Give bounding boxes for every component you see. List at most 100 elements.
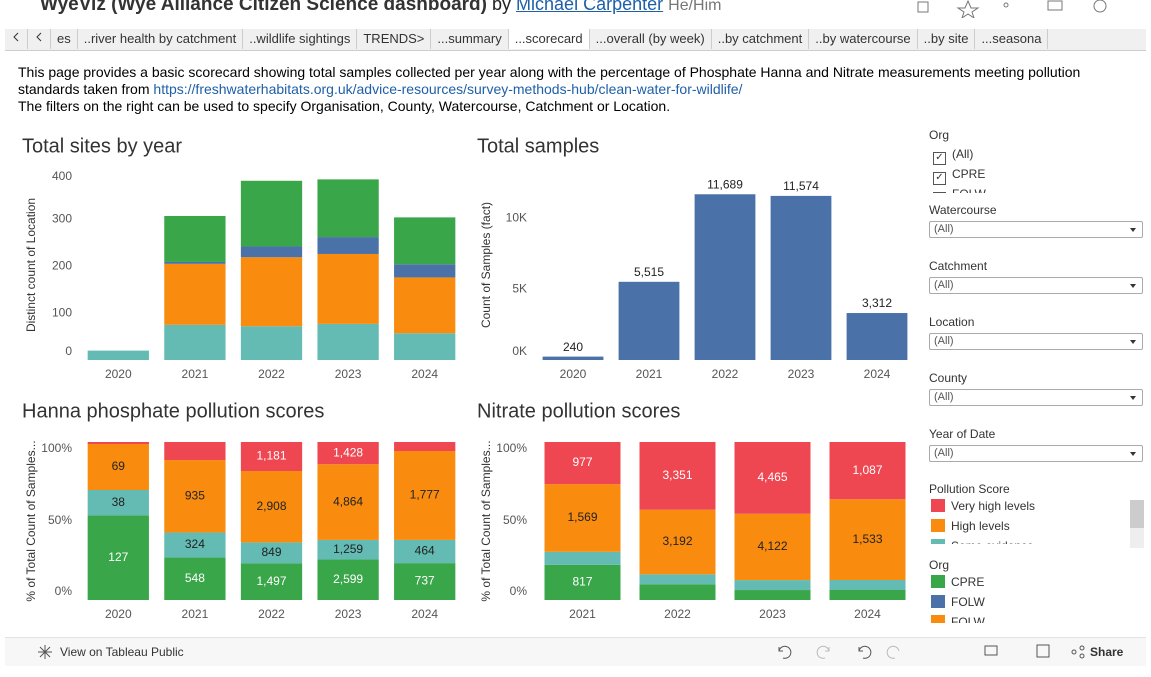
legend-item: Some evidence [931, 539, 1034, 544]
bar-segment [317, 323, 379, 360]
checkbox: ✓ [933, 172, 946, 185]
tab[interactable]: ...seasona [975, 29, 1049, 49]
tab[interactable]: ..by site [917, 29, 976, 49]
bar-segment [317, 464, 379, 540]
bar-segment [734, 590, 811, 600]
tab[interactable]: ...overall (by week) [589, 29, 712, 49]
share[interactable]: Share [1090, 645, 1124, 659]
tab[interactable]: es [51, 29, 78, 49]
dropdown[interactable]: (All) [929, 389, 1143, 406]
bar-segment [164, 442, 226, 461]
author-link[interactable]: Michael Carpenter [516, 0, 664, 14]
intro-text: This page provides a basic scorecard sho… [18, 64, 1081, 97]
bar-segment [317, 253, 379, 324]
bar-segment [240, 180, 303, 247]
checkbox: ✓ [933, 152, 946, 165]
by: by [492, 0, 512, 14]
checkbox-option[interactable]: ✓ (All) [933, 147, 973, 165]
intro-note: The filters on the right can be used to … [18, 98, 671, 114]
checkbox-option[interactable]: ✓ CPRE [933, 167, 985, 185]
y-tick-label: 50% [503, 513, 527, 527]
bar-segment [317, 559, 379, 600]
scroll-thumb[interactable] [1130, 500, 1144, 528]
icon [38, 645, 52, 659]
bar-segment [87, 444, 149, 490]
y-axis-label: Distinct count of Location [24, 198, 38, 332]
data-label: 240 [563, 340, 583, 354]
legend-swatch [931, 539, 945, 544]
dropdown[interactable]: (All) [929, 277, 1143, 294]
x-tick-label: 2023 [759, 607, 786, 621]
bar-segment [164, 460, 226, 533]
tab[interactable]: ...scorecard [508, 29, 590, 49]
bar [618, 281, 680, 360]
data-label: 4,465 [757, 470, 787, 484]
x-tick-label: 2022 [712, 367, 739, 381]
tab[interactable]: ..by catchment [711, 29, 810, 49]
bar-segment [829, 499, 906, 580]
dashboard-title: WyeViz (Wye Alliance Citizen Science das… [40, 0, 487, 15]
y-tick-label: 100 [52, 305, 72, 319]
icon[interactable] [917, 1, 929, 13]
data-label: 1,259 [333, 542, 363, 556]
y-tick-label: 10K [506, 210, 527, 224]
y-tick-label: 0K [512, 344, 527, 358]
x-tick-label: 2021 [182, 367, 209, 381]
y-tick-label: 300 [52, 211, 72, 225]
icon [13, 32, 19, 42]
data-label: 1,533 [852, 532, 882, 546]
legend-label: FOLW [951, 595, 985, 609]
data-label: 324 [185, 537, 205, 551]
tab[interactable]: ..river health by catchment [77, 29, 244, 49]
data-label: 2,908 [256, 499, 286, 513]
icon[interactable] [1093, 0, 1107, 13]
bar-segment [164, 557, 226, 600]
data-label: 1,777 [410, 488, 440, 502]
tab[interactable]: ..wildlife sightings [243, 29, 358, 49]
y-tick-label: 50% [48, 513, 72, 527]
data-label: 737 [415, 574, 435, 588]
data-label: 3,312 [862, 296, 892, 310]
tab[interactable]: ...summary [431, 29, 509, 49]
data-label: 69 [112, 459, 126, 473]
data-label: 1,087 [852, 463, 882, 477]
intro-link[interactable]: https://freshwaterhabitats.org.uk/advice… [153, 81, 743, 97]
bar-segment [734, 580, 811, 591]
x-tick-label: 2023 [788, 367, 815, 381]
bar-segment [394, 277, 456, 334]
y-tick-label: 5K [512, 281, 527, 295]
dropdown[interactable]: (All) [929, 445, 1143, 462]
x-tick-label: 2020 [105, 607, 132, 621]
tab[interactable]: TRENDS> [357, 29, 432, 49]
tab-scroll[interactable] [5, 29, 28, 49]
bar-segment [639, 574, 716, 585]
data-label: 11,689 [707, 177, 743, 191]
bar-segment [240, 542, 303, 564]
dropdown[interactable]: (All) [929, 221, 1143, 238]
tab-scroll[interactable] [28, 29, 51, 49]
legend-label: Very high levels [951, 499, 1036, 513]
filter-label: Catchment [929, 259, 988, 273]
y-tick-label: 400 [52, 169, 72, 183]
legend-swatch [931, 575, 945, 588]
icon [1071, 645, 1085, 659]
icon[interactable] [1003, 2, 1009, 8]
legend-item: Very high levels [931, 499, 1035, 513]
bar-segment [240, 257, 303, 327]
y-axis-label: % of Total Count of Samples... [24, 440, 38, 601]
data-label: 1,181 [256, 449, 286, 463]
icon[interactable] [1047, 0, 1063, 11]
legend-item: High levels [931, 519, 1010, 533]
x-tick-label: 2022 [258, 367, 285, 381]
view-on-tableau[interactable]: View on Tableau Public [60, 645, 184, 659]
dropdown[interactable]: (All) [929, 333, 1143, 350]
y-tick-label: 0% [55, 584, 73, 598]
footer: View on Tableau Public Share [5, 637, 1146, 666]
filter-label: Location [929, 315, 975, 329]
bar-segment [164, 215, 226, 262]
checkbox-option[interactable]: ✓ FOLW [933, 187, 986, 193]
tab[interactable]: ..by watercourse [809, 29, 918, 49]
icon[interactable] [956, 0, 980, 18]
legend: Very high levels High levels Some evidence [929, 499, 1124, 544]
bar-segment [544, 442, 621, 485]
